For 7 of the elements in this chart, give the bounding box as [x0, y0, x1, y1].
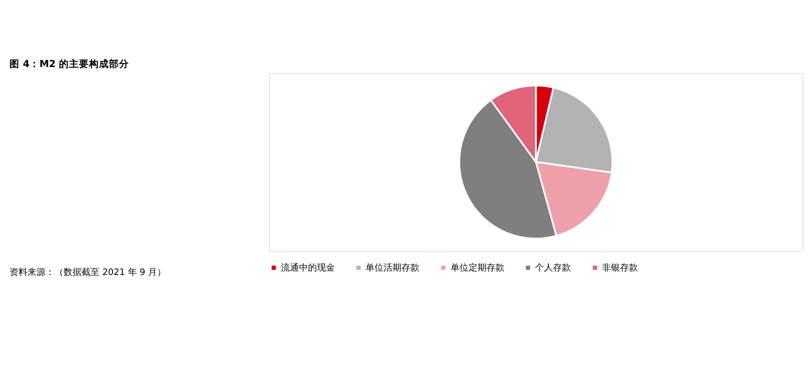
text: 图 4：M2 的主要构成部分	[10, 58, 130, 70]
legend-label: 单位活期存款	[366, 262, 420, 274]
legend-label: 非银存款	[602, 262, 638, 274]
legend-label: 流通中的现金	[280, 262, 335, 274]
legend-label: 个人存款	[535, 262, 572, 274]
legend-label: 单位定期存款	[450, 262, 504, 274]
text: 资料来源：（数据截至 2021 年 9 月）	[10, 266, 166, 278]
